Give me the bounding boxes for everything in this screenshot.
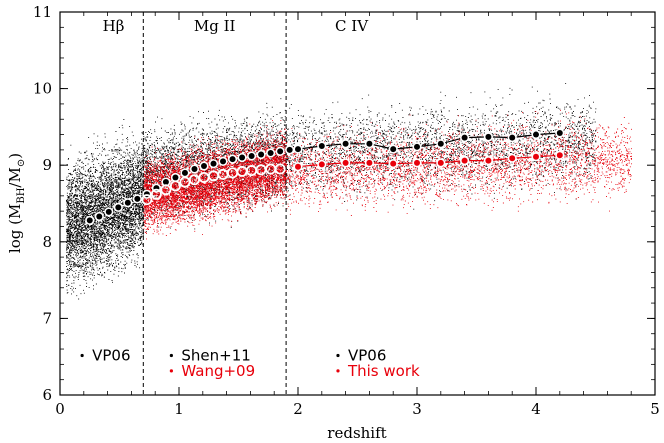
x-axis-label: redshift bbox=[327, 424, 386, 442]
series-3-point bbox=[318, 161, 325, 168]
series-3-point bbox=[366, 159, 373, 166]
x-tick-label: 5 bbox=[650, 400, 660, 418]
median-series bbox=[85, 128, 565, 225]
series-1-point bbox=[124, 199, 131, 206]
region-labels: Hβ Mg II C IV bbox=[103, 17, 370, 35]
y-tick-label: 8 bbox=[42, 233, 52, 251]
y-axis-label-sub2: ⊙ bbox=[16, 159, 27, 167]
legend-marker-2 bbox=[169, 353, 173, 358]
series-1-point bbox=[200, 162, 207, 169]
series-1-point bbox=[267, 149, 274, 156]
series-3-point bbox=[533, 153, 539, 160]
y-tick-label: 9 bbox=[42, 156, 52, 174]
region-label-3: C IV bbox=[335, 17, 369, 35]
series-2-point bbox=[169, 180, 181, 192]
series-1-point bbox=[366, 140, 373, 147]
series-1-point bbox=[485, 133, 492, 140]
series-1-point bbox=[96, 213, 103, 220]
series-1-point bbox=[248, 153, 255, 160]
series-2-point bbox=[274, 163, 286, 175]
legend-marker-1 bbox=[80, 353, 84, 358]
series-2-point bbox=[150, 188, 162, 200]
series-1-point bbox=[461, 134, 468, 141]
series-1-point bbox=[390, 146, 397, 153]
series-1-point bbox=[239, 154, 246, 161]
x-tick-label: 4 bbox=[531, 400, 541, 418]
legend-marker-4 bbox=[336, 353, 340, 358]
series-1-point bbox=[210, 160, 217, 167]
x-tick-label: 1 bbox=[174, 400, 184, 418]
series-3-point bbox=[414, 159, 420, 166]
legend-label-3: Wang+09 bbox=[181, 362, 255, 380]
y-tick-label: 7 bbox=[42, 309, 52, 327]
y-axis-label: log (MBH/M⊙) bbox=[6, 153, 27, 253]
axis-ticks: 0 1 2 3 4 5 6 7 8 9 10 11 bbox=[33, 3, 660, 418]
y-tick-label: 6 bbox=[42, 386, 52, 404]
region-label-2: Mg II bbox=[194, 17, 236, 35]
series-1-point bbox=[295, 146, 301, 153]
x-tick-label: 0 bbox=[55, 400, 65, 418]
series-1-point bbox=[115, 204, 122, 211]
legend-label-2: Shen+11 bbox=[181, 347, 250, 365]
series-1-point bbox=[509, 134, 516, 141]
region-label-1: Hβ bbox=[103, 17, 125, 35]
series-3-point bbox=[295, 163, 301, 170]
y-axis-label-main: log (M bbox=[6, 204, 24, 253]
legend-marker-5 bbox=[336, 369, 340, 373]
series-1-point bbox=[342, 140, 349, 147]
series-1-point bbox=[277, 148, 284, 155]
series-3-point bbox=[485, 157, 492, 164]
plot-frame bbox=[59, 11, 656, 396]
series-1-point bbox=[229, 156, 236, 163]
point-cloud-1 bbox=[66, 119, 145, 300]
legend-label-1: VP06 bbox=[92, 347, 130, 365]
series-1-point bbox=[134, 195, 141, 202]
y-axis-label-mid: /M bbox=[6, 167, 24, 187]
series-1-point bbox=[286, 146, 293, 153]
series-3-point bbox=[342, 159, 349, 166]
series-3-point bbox=[390, 160, 397, 167]
legend-label-4: VP06 bbox=[348, 347, 386, 365]
legend-label-5: This work bbox=[347, 362, 420, 380]
y-tick-label: 11 bbox=[33, 3, 52, 21]
series-1-point bbox=[162, 179, 169, 186]
series-1-point bbox=[437, 140, 444, 147]
series-1-point bbox=[181, 169, 188, 176]
series-3-point bbox=[437, 159, 444, 166]
legend-marker-3 bbox=[169, 369, 173, 373]
series-1-point bbox=[191, 166, 198, 173]
x-tick-label: 3 bbox=[412, 400, 422, 418]
series-1-point bbox=[318, 143, 325, 150]
series-3-point bbox=[461, 157, 468, 164]
series-1-point bbox=[556, 130, 563, 137]
series-1-point bbox=[414, 143, 420, 150]
series-1-point bbox=[172, 174, 179, 181]
series-1-point bbox=[258, 151, 265, 158]
x-tick-label: 2 bbox=[293, 400, 303, 418]
y-tick-label: 10 bbox=[33, 80, 52, 98]
series-3-point bbox=[509, 155, 516, 162]
series-1-point bbox=[220, 158, 227, 165]
series-2-point bbox=[141, 194, 153, 206]
series-3-point bbox=[556, 152, 563, 159]
y-axis-label-sub1: BH bbox=[16, 187, 27, 203]
series-1-point bbox=[86, 217, 93, 224]
series-1-point bbox=[105, 208, 112, 215]
y-axis-label-end: ) bbox=[6, 153, 24, 159]
series-1-point bbox=[533, 131, 539, 138]
series-2-point bbox=[160, 184, 172, 196]
